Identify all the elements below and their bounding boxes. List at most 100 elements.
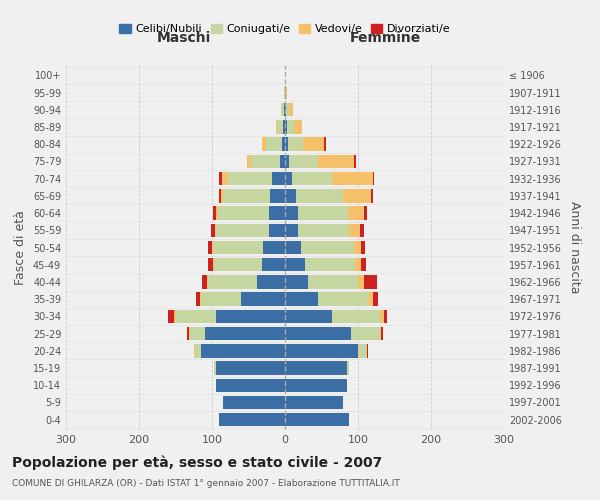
- Bar: [347, 362, 349, 374]
- Bar: [211, 224, 215, 237]
- Bar: [223, 396, 285, 409]
- Bar: [298, 206, 348, 220]
- Bar: [266, 138, 282, 151]
- Bar: [325, 138, 326, 151]
- Bar: [285, 154, 289, 168]
- Bar: [218, 172, 222, 186]
- Bar: [275, 120, 277, 134]
- Bar: [201, 344, 285, 358]
- Bar: [214, 206, 217, 220]
- Text: COMUNE DI GHILARZA (OR) - Dati ISTAT 1° gennaio 2007 - Elaborazione TUTTITALIA.I: COMUNE DI GHILARZA (OR) - Dati ISTAT 1° …: [12, 479, 400, 488]
- Bar: [262, 258, 285, 272]
- Y-axis label: Fasce di età: Fasce di età: [14, 210, 27, 285]
- Bar: [292, 172, 332, 186]
- Bar: [190, 327, 205, 340]
- Bar: [285, 103, 286, 117]
- Bar: [318, 154, 355, 168]
- Bar: [361, 258, 366, 272]
- Bar: [380, 327, 382, 340]
- Bar: [280, 154, 285, 168]
- Bar: [285, 292, 318, 306]
- Bar: [358, 275, 364, 288]
- Bar: [285, 344, 358, 358]
- Bar: [174, 310, 176, 323]
- Bar: [318, 292, 369, 306]
- Bar: [212, 241, 214, 254]
- Legend: Celibi/Nubili, Coniugati/e, Vedovi/e, Divorziati/e: Celibi/Nubili, Coniugati/e, Vedovi/e, Di…: [115, 20, 455, 39]
- Bar: [208, 258, 214, 272]
- Bar: [200, 292, 201, 306]
- Bar: [187, 327, 188, 340]
- Bar: [350, 327, 380, 340]
- Bar: [228, 172, 272, 186]
- Bar: [214, 258, 262, 272]
- Bar: [305, 258, 355, 272]
- Bar: [194, 344, 195, 358]
- Bar: [284, 86, 285, 100]
- Bar: [285, 413, 349, 426]
- Bar: [383, 310, 387, 323]
- Bar: [355, 154, 356, 168]
- Bar: [355, 258, 361, 272]
- Bar: [277, 120, 283, 134]
- Bar: [332, 310, 380, 323]
- Bar: [332, 172, 373, 186]
- Bar: [188, 327, 190, 340]
- Bar: [196, 292, 200, 306]
- Bar: [364, 275, 377, 288]
- Bar: [285, 206, 298, 220]
- Bar: [301, 241, 353, 254]
- Bar: [217, 206, 218, 220]
- Bar: [205, 327, 285, 340]
- Bar: [285, 189, 296, 202]
- Bar: [285, 327, 350, 340]
- Bar: [285, 275, 308, 288]
- Bar: [262, 138, 266, 151]
- Bar: [285, 172, 292, 186]
- Bar: [348, 206, 364, 220]
- Bar: [369, 292, 373, 306]
- Text: Maschi: Maschi: [157, 31, 211, 45]
- Bar: [285, 310, 332, 323]
- Bar: [220, 413, 285, 426]
- Bar: [207, 275, 208, 288]
- Bar: [353, 241, 361, 254]
- Bar: [285, 258, 305, 272]
- Bar: [296, 189, 343, 202]
- Bar: [285, 224, 298, 237]
- Bar: [283, 120, 285, 134]
- Bar: [349, 224, 360, 237]
- Bar: [298, 224, 349, 237]
- Bar: [281, 103, 284, 117]
- Bar: [195, 344, 201, 358]
- Bar: [302, 138, 325, 151]
- Bar: [285, 396, 343, 409]
- Bar: [208, 275, 257, 288]
- Bar: [215, 378, 285, 392]
- Bar: [343, 189, 371, 202]
- Bar: [215, 310, 285, 323]
- Bar: [285, 86, 286, 100]
- Bar: [308, 275, 358, 288]
- Bar: [263, 241, 285, 254]
- Bar: [295, 120, 302, 134]
- Bar: [221, 189, 223, 202]
- Bar: [218, 206, 269, 220]
- Bar: [364, 206, 367, 220]
- Y-axis label: Anni di nascita: Anni di nascita: [568, 201, 581, 294]
- Bar: [284, 103, 285, 117]
- Bar: [257, 275, 285, 288]
- Bar: [373, 172, 374, 186]
- Bar: [286, 86, 287, 100]
- Bar: [285, 241, 301, 254]
- Bar: [289, 154, 318, 168]
- Bar: [202, 275, 207, 288]
- Bar: [168, 310, 174, 323]
- Text: Femmine: Femmine: [350, 31, 421, 45]
- Bar: [269, 224, 285, 237]
- Bar: [282, 138, 285, 151]
- Bar: [289, 103, 293, 117]
- Bar: [285, 138, 288, 151]
- Bar: [272, 172, 285, 186]
- Bar: [285, 378, 347, 392]
